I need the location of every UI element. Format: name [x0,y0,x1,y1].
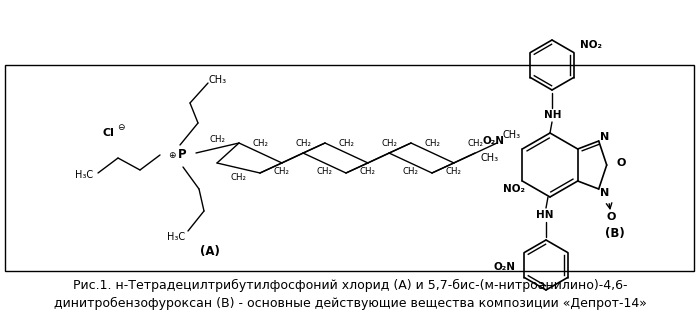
Text: CH₂: CH₂ [317,167,333,176]
Text: CH₂: CH₂ [210,135,226,144]
Text: (B): (B) [605,226,625,239]
Text: Cl: Cl [102,128,114,138]
Text: CH₂: CH₂ [424,140,440,149]
Text: CH₃: CH₃ [503,130,521,140]
Text: ⊕: ⊕ [168,151,175,160]
Text: O₂N: O₂N [493,262,515,272]
Text: N: N [600,132,610,142]
Text: O: O [606,212,615,222]
Text: CH₂: CH₂ [273,167,289,176]
Text: CH₂: CH₂ [445,167,461,176]
Text: CH₂: CH₂ [296,140,312,149]
Text: (A): (A) [200,244,220,257]
Text: CH₂: CH₂ [231,172,247,181]
Text: O: O [616,158,626,168]
Text: динитробензофуроксан (В) - основные действующие вещества композиции «Депрот-14»: динитробензофуроксан (В) - основные дейс… [54,296,647,310]
Text: CH₃: CH₃ [209,75,227,85]
Text: H₃C: H₃C [75,170,93,180]
Text: H₃C: H₃C [167,232,185,242]
Text: P: P [178,149,187,162]
Text: NH: NH [545,110,562,120]
Text: N: N [600,188,610,198]
Text: CH₂: CH₂ [403,167,419,176]
Text: NO₂: NO₂ [503,184,525,194]
Text: CH₂: CH₂ [338,140,354,149]
Text: CH₂: CH₂ [359,167,375,176]
Text: CH₂: CH₂ [252,140,268,149]
Text: CH₃: CH₃ [481,153,499,163]
Text: NO₂: NO₂ [579,40,602,50]
Text: CH₂: CH₂ [382,140,398,149]
Text: O₂N: O₂N [482,136,504,146]
Text: HN: HN [536,210,554,220]
Text: CH₂: CH₂ [468,140,484,149]
Text: ⊖: ⊖ [117,123,124,132]
Text: Рис.1. н-Тетрадецилтрибутилфосфоний хлорид (А) и 5,7-бис-(м-нитроанилино)-4,6-: Рис.1. н-Тетрадецилтрибутилфосфоний хлор… [73,278,627,291]
Bar [5,65,694,271]
